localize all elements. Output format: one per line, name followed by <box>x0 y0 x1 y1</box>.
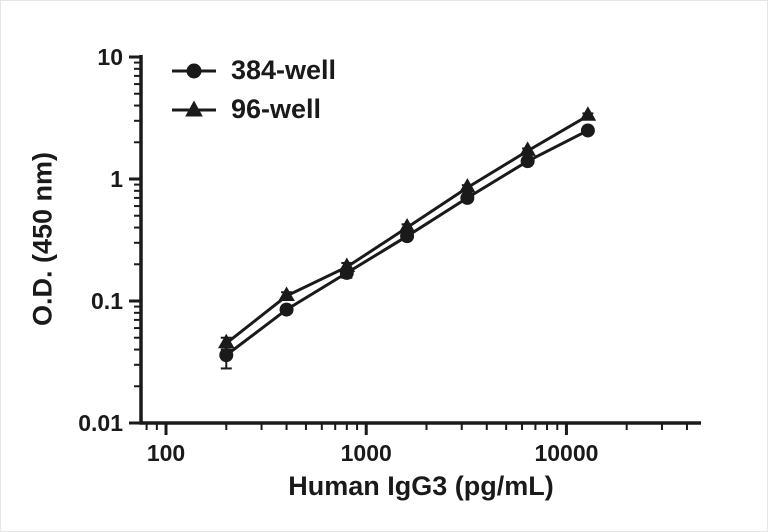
legend-label-384-well: 384-well <box>231 55 337 85</box>
svg-text:1: 1 <box>110 166 123 192</box>
legend-item-384-well: 384-well <box>171 57 336 84</box>
y-axis-title: O.D. (450 nm) <box>27 151 58 327</box>
triangle-marker-icon <box>172 100 216 116</box>
legend-item-96-well: 96-well <box>171 96 336 123</box>
svg-text:10: 10 <box>97 44 123 70</box>
circle-marker-icon <box>172 63 216 78</box>
svg-text:0.01: 0.01 <box>78 410 123 436</box>
svg-text:10000: 10000 <box>534 440 598 466</box>
svg-text:100: 100 <box>147 440 185 466</box>
chart-legend: 384-well 96-well <box>171 57 336 123</box>
legend-label-96-well: 96-well <box>231 94 322 124</box>
svg-text:0.1: 0.1 <box>91 288 123 314</box>
svg-text:1000: 1000 <box>341 440 392 466</box>
x-axis-title: Human IgG3 (pg/mL) <box>288 471 554 501</box>
